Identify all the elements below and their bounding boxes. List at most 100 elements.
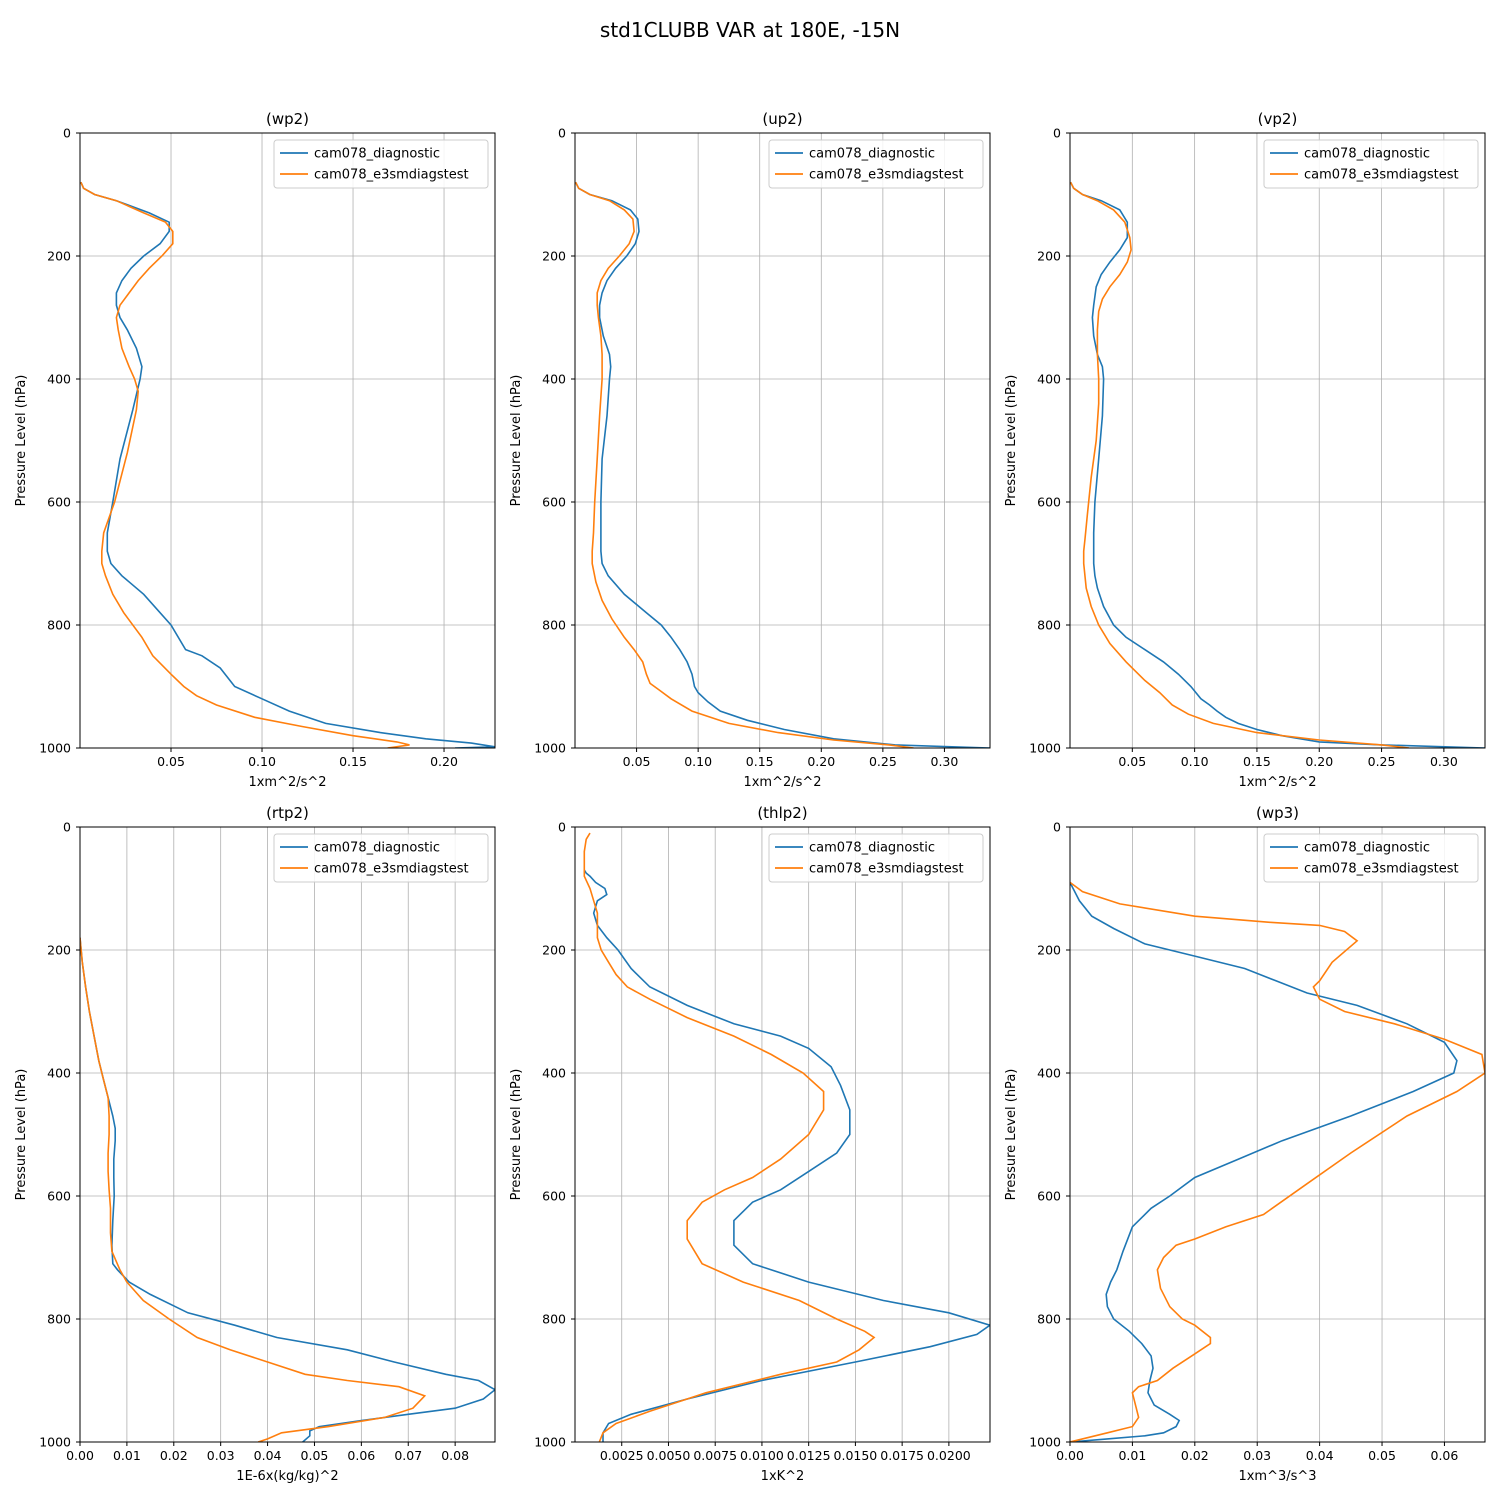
legend: cam078_diagnostic cam078_e3smdiagstest xyxy=(273,139,489,189)
legend: cam078_diagnostic cam078_e3smdiagstest xyxy=(768,139,984,189)
grid xyxy=(575,132,990,749)
y-tick-label: 200 xyxy=(1037,249,1061,264)
legend-entry: cam078_diagnostic xyxy=(1304,841,1430,856)
y-tick-label: 400 xyxy=(542,1066,566,1081)
chart-panel-6: 0.00 0.01 0.02 0.03 0.04 0.05 0.06 0 200 400 600 80… xyxy=(1004,804,1486,1484)
y-tick-label: 0 xyxy=(63,126,71,141)
x-tick-label: 0.0150 xyxy=(834,1448,878,1463)
y-tick-label: 800 xyxy=(542,1312,566,1327)
y-tick-label: 0 xyxy=(63,820,71,835)
x-tick-label: 0.0175 xyxy=(880,1448,924,1463)
y-tick-label: 600 xyxy=(542,495,566,510)
panel-title: (wp2) xyxy=(266,110,309,128)
x-tick-label: 0.0050 xyxy=(647,1448,691,1463)
y-tick-label: 400 xyxy=(1037,1066,1061,1081)
panel-title: (up2) xyxy=(762,110,802,128)
x-axis-label: 1E-6x(kg/kg)^2 xyxy=(236,1469,338,1484)
legend: cam078_diagnostic cam078_e3smdiagstest xyxy=(1263,139,1479,189)
x-tick-label: 0.08 xyxy=(441,1448,469,1463)
legend-box xyxy=(1263,833,1479,883)
x-tick-label: 0.25 xyxy=(869,754,897,769)
series-line-cam078_diagnostic xyxy=(575,181,990,748)
y-tick-label: 200 xyxy=(1037,943,1061,958)
y-tick-label: 200 xyxy=(542,249,566,264)
axes-frame xyxy=(79,826,496,1443)
chart-panel-3: 0.05 0.10 0.15 0.20 0.25 0.30 0 200 400 600 800 100… xyxy=(1004,110,1486,790)
x-tick-label: 0.15 xyxy=(1243,754,1271,769)
x-tick-label: 0.15 xyxy=(339,754,367,769)
series-line-cam078_e3smdiagstest xyxy=(583,832,876,1442)
panel-title: (vp2) xyxy=(1258,110,1298,128)
x-axis-label: 1xm^2/s^2 xyxy=(248,775,326,790)
legend-box xyxy=(768,139,984,189)
legend-entry: cam078_e3smdiagstest xyxy=(314,168,469,183)
legend-box xyxy=(1263,139,1479,189)
y-tick-label: 400 xyxy=(542,372,566,387)
y-tick-label: 600 xyxy=(1037,495,1061,510)
x-tick-label: 0.06 xyxy=(347,1448,375,1463)
legend-entry: cam078_e3smdiagstest xyxy=(314,862,469,877)
legend: cam078_diagnostic cam078_e3smdiagstest xyxy=(768,833,984,883)
x-tick-label: 0.05 xyxy=(623,754,651,769)
y-tick-label: 0 xyxy=(558,820,566,835)
grid xyxy=(1070,132,1485,749)
y-tick-label: 800 xyxy=(1037,1312,1061,1327)
x-tick-label: 0.06 xyxy=(1431,1448,1459,1463)
x-tick-label: 0.0100 xyxy=(740,1448,784,1463)
y-tick-label: 0 xyxy=(558,126,566,141)
series-line-cam078_diagnostic xyxy=(1070,181,1485,748)
legend-entry: cam078_e3smdiagstest xyxy=(1304,168,1459,183)
y-axis-label: Pressure Level (hPa) xyxy=(14,375,29,507)
panel-title: (wp3) xyxy=(1256,804,1299,822)
axes-frame xyxy=(1069,826,1486,1443)
series-line-cam078_diagnostic xyxy=(80,181,495,748)
y-tick-label: 600 xyxy=(542,1189,566,1204)
panels: 0.05 0.10 0.15 0.20 0 200 400 600 800 1000 (wp2) 1x… xyxy=(14,110,1486,1484)
x-tick-label: 0.00 xyxy=(66,1448,94,1463)
y-tick-label: 800 xyxy=(1037,618,1061,633)
legend-entry: cam078_diagnostic xyxy=(1304,147,1430,162)
x-tick-label: 0.05 xyxy=(1368,1448,1396,1463)
x-tick-label: 0.01 xyxy=(1118,1448,1146,1463)
axes-frame xyxy=(79,132,496,749)
y-axis-label: Pressure Level (hPa) xyxy=(1004,1069,1019,1201)
legend-entry: cam078_e3smdiagstest xyxy=(809,862,964,877)
x-tick-label: 0.00 xyxy=(1056,1448,1084,1463)
y-axis-label: Pressure Level (hPa) xyxy=(509,1069,524,1201)
chart-panel-1: 0.05 0.10 0.15 0.20 0 200 400 600 800 1000 (wp2) 1x… xyxy=(14,110,496,790)
y-tick-label: 1000 xyxy=(534,1435,566,1450)
x-tick-label: 0.20 xyxy=(430,754,458,769)
x-tick-label: 0.0200 xyxy=(927,1448,971,1463)
x-tick-label: 0.0075 xyxy=(693,1448,737,1463)
y-tick-label: 600 xyxy=(47,495,71,510)
legend-entry: cam078_diagnostic xyxy=(809,147,935,162)
figure-title: std1CLUBB VAR at 180E, -15N xyxy=(600,18,900,42)
x-tick-label: 0.04 xyxy=(1306,1448,1334,1463)
series-line-cam078_e3smdiagstest xyxy=(1070,181,1410,748)
x-tick-label: 0.02 xyxy=(1181,1448,1209,1463)
y-tick-label: 200 xyxy=(542,943,566,958)
x-axis-label: 1xm^2/s^2 xyxy=(1238,775,1316,790)
y-tick-label: 400 xyxy=(1037,372,1061,387)
x-tick-label: 0.30 xyxy=(1430,754,1458,769)
x-tick-label: 0.10 xyxy=(684,754,712,769)
y-tick-label: 800 xyxy=(542,618,566,633)
legend-entry: cam078_diagnostic xyxy=(314,841,440,856)
x-tick-label: 0.04 xyxy=(254,1448,282,1463)
x-tick-label: 0.30 xyxy=(931,754,959,769)
grid xyxy=(1069,826,1485,1443)
x-tick-label: 0.05 xyxy=(1118,754,1146,769)
y-tick-label: 200 xyxy=(47,249,71,264)
x-tick-label: 0.05 xyxy=(157,754,185,769)
x-axis-label: 1xK^2 xyxy=(761,1469,805,1484)
x-tick-label: 0.25 xyxy=(1368,754,1396,769)
x-tick-label: 0.01 xyxy=(113,1448,141,1463)
legend-entry: cam078_diagnostic xyxy=(809,841,935,856)
legend-box xyxy=(273,833,489,883)
x-tick-label: 0.07 xyxy=(394,1448,422,1463)
x-tick-label: 0.0125 xyxy=(787,1448,831,1463)
axes-frame xyxy=(1069,132,1486,749)
y-tick-label: 1000 xyxy=(39,741,71,756)
y-tick-label: 200 xyxy=(47,943,71,958)
